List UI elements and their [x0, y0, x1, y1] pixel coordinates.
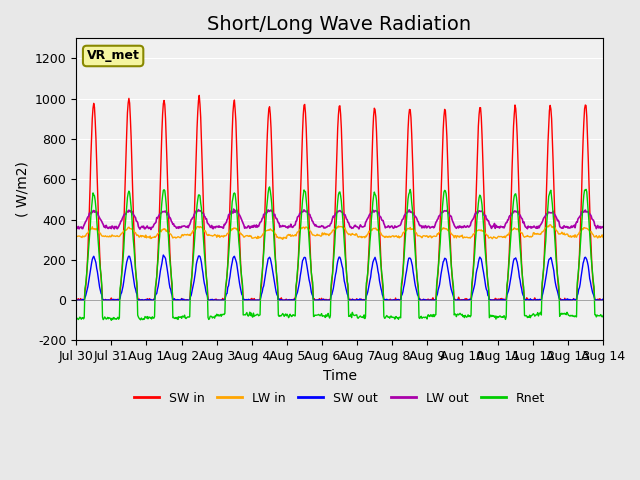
SW out	[243, 297, 250, 302]
Rnet	[448, 271, 456, 276]
LW in	[547, 222, 554, 228]
Rnet	[634, 297, 640, 303]
Title: Short/Long Wave Radiation: Short/Long Wave Radiation	[207, 15, 472, 34]
Line: Rnet: Rnet	[76, 187, 638, 320]
LW out	[230, 206, 237, 212]
LW out	[634, 297, 640, 303]
LW in	[72, 234, 80, 240]
Line: LW out: LW out	[76, 209, 638, 300]
LW in	[415, 233, 423, 239]
Line: SW out: SW out	[76, 255, 638, 300]
Rnet	[266, 184, 273, 190]
SW in	[195, 93, 203, 98]
SW out	[138, 297, 146, 302]
SW in	[73, 297, 81, 303]
LW out	[291, 222, 299, 228]
SW in	[292, 287, 300, 292]
LW in	[291, 233, 298, 239]
LW in	[447, 229, 454, 235]
Rnet	[417, 314, 424, 320]
Text: VR_met: VR_met	[86, 49, 140, 62]
Rnet	[271, 250, 278, 255]
LW out	[416, 223, 424, 228]
SW in	[139, 297, 147, 303]
SW in	[72, 297, 80, 302]
Line: LW in: LW in	[76, 225, 638, 300]
Rnet	[108, 317, 115, 323]
LW in	[241, 233, 249, 239]
LW out	[270, 213, 278, 218]
SW out	[416, 296, 424, 302]
X-axis label: Time: Time	[323, 369, 356, 383]
SW out	[634, 297, 640, 303]
Y-axis label: ( W/m2): ( W/m2)	[15, 161, 29, 217]
Line: SW in: SW in	[76, 96, 638, 300]
LW in	[269, 228, 277, 234]
LW in	[138, 233, 146, 239]
Rnet	[292, 283, 300, 289]
SW out	[159, 252, 167, 258]
SW out	[72, 297, 80, 303]
Legend: SW in, LW in, SW out, LW out, Rnet: SW in, LW in, SW out, LW out, Rnet	[129, 387, 550, 410]
SW in	[243, 297, 251, 303]
SW in	[634, 297, 640, 303]
LW in	[634, 297, 640, 303]
SW out	[270, 276, 278, 282]
LW out	[447, 214, 455, 219]
SW out	[291, 296, 299, 301]
Rnet	[243, 311, 250, 317]
Rnet	[72, 315, 80, 321]
LW out	[243, 225, 250, 231]
LW out	[138, 223, 146, 229]
SW in	[448, 273, 456, 278]
Rnet	[139, 317, 147, 323]
SW in	[271, 239, 278, 244]
SW in	[417, 297, 424, 303]
SW out	[447, 287, 455, 292]
LW out	[72, 224, 80, 230]
